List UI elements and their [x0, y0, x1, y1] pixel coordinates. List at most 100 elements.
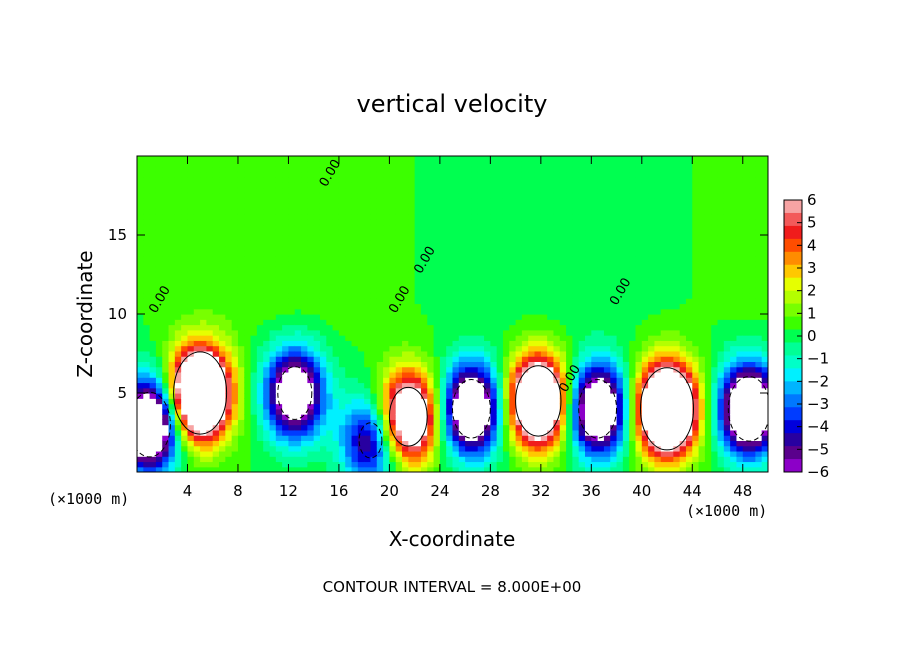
field-cell	[603, 393, 611, 399]
field-cell	[181, 203, 189, 210]
field-cell	[490, 461, 498, 468]
field-cell	[641, 398, 649, 405]
field-cell	[578, 298, 586, 305]
field-cell	[566, 240, 573, 247]
field-cell	[338, 377, 346, 384]
field-cell	[332, 324, 340, 331]
field-cell	[288, 208, 296, 215]
field-cell	[540, 461, 548, 468]
field-cell	[155, 403, 163, 410]
field-cell	[610, 182, 618, 189]
field-cell	[528, 424, 536, 431]
field-cell	[553, 371, 561, 378]
field-cell	[319, 419, 327, 426]
field-cell	[275, 403, 283, 410]
field-cell	[338, 387, 346, 394]
field-cell	[540, 182, 548, 189]
field-cell	[559, 424, 567, 431]
field-cell	[616, 393, 624, 399]
field-cell	[452, 166, 460, 173]
field-cell	[137, 198, 144, 204]
field-cell	[490, 161, 498, 168]
field-cell	[193, 166, 201, 173]
field-cell	[559, 398, 567, 405]
field-cell	[256, 450, 264, 457]
field-cell	[635, 292, 643, 299]
field-cell	[622, 250, 630, 257]
field-cell	[231, 256, 239, 262]
field-cell	[591, 224, 599, 231]
field-cell	[471, 329, 479, 336]
field-cell	[597, 303, 605, 310]
field-cell	[288, 171, 296, 178]
field-cell	[603, 266, 611, 273]
field-cell	[540, 245, 548, 252]
field-cell	[452, 256, 460, 262]
field-cell	[269, 208, 277, 215]
field-cell	[502, 219, 510, 226]
field-cell	[206, 329, 214, 336]
field-cell	[225, 287, 233, 294]
field-cell	[547, 445, 555, 452]
field-cell	[313, 393, 321, 399]
field-cell	[288, 429, 296, 436]
field-cell	[370, 292, 378, 299]
field-cell	[534, 198, 542, 204]
field-cell	[200, 429, 208, 436]
field-cell	[332, 350, 340, 357]
field-cell	[648, 440, 656, 447]
field-cell	[477, 245, 485, 252]
field-cell	[244, 192, 252, 199]
field-cell	[547, 350, 555, 357]
field-cell	[471, 192, 479, 199]
field-cell	[162, 450, 170, 457]
field-cell	[648, 308, 656, 315]
field-cell	[458, 366, 466, 373]
field-cell	[559, 219, 567, 226]
field-cell	[515, 366, 523, 373]
field-cell	[572, 282, 580, 289]
field-cell	[294, 213, 302, 220]
field-cell	[616, 414, 624, 420]
field-cell	[263, 187, 271, 194]
field-cell	[137, 371, 144, 378]
field-cell	[566, 261, 573, 268]
field-cell	[332, 229, 340, 236]
field-cell	[572, 261, 580, 268]
field-cell	[237, 350, 245, 357]
field-cell	[263, 461, 271, 468]
field-cell	[137, 213, 144, 220]
field-cell	[389, 245, 397, 252]
field-cell	[433, 319, 441, 326]
field-cell	[155, 466, 163, 472]
field-cell	[452, 356, 460, 362]
field-cell	[465, 277, 473, 283]
field-cell	[282, 408, 290, 415]
field-cell	[446, 371, 454, 378]
field-cell	[402, 403, 409, 410]
field-cell	[364, 171, 372, 178]
field-cell	[326, 393, 334, 399]
field-cell	[603, 319, 611, 326]
field-cell	[566, 198, 573, 204]
field-cell	[509, 408, 517, 415]
field-cell	[149, 192, 157, 199]
field-cell	[578, 398, 586, 405]
field-cell	[540, 398, 548, 405]
field-cell	[389, 345, 397, 352]
field-cell	[225, 393, 233, 399]
field-cell	[364, 361, 372, 368]
field-cell	[402, 350, 409, 357]
field-cell	[446, 408, 454, 415]
field-cell	[219, 250, 226, 257]
field-cell	[465, 229, 473, 236]
field-cell	[370, 171, 378, 178]
field-cell	[313, 414, 321, 420]
field-cell	[610, 335, 618, 341]
field-cell	[244, 256, 252, 262]
field-cell	[364, 166, 372, 173]
field-cell	[559, 335, 567, 341]
field-cell	[174, 287, 182, 294]
field-cell	[566, 329, 573, 336]
field-cell	[332, 208, 340, 215]
